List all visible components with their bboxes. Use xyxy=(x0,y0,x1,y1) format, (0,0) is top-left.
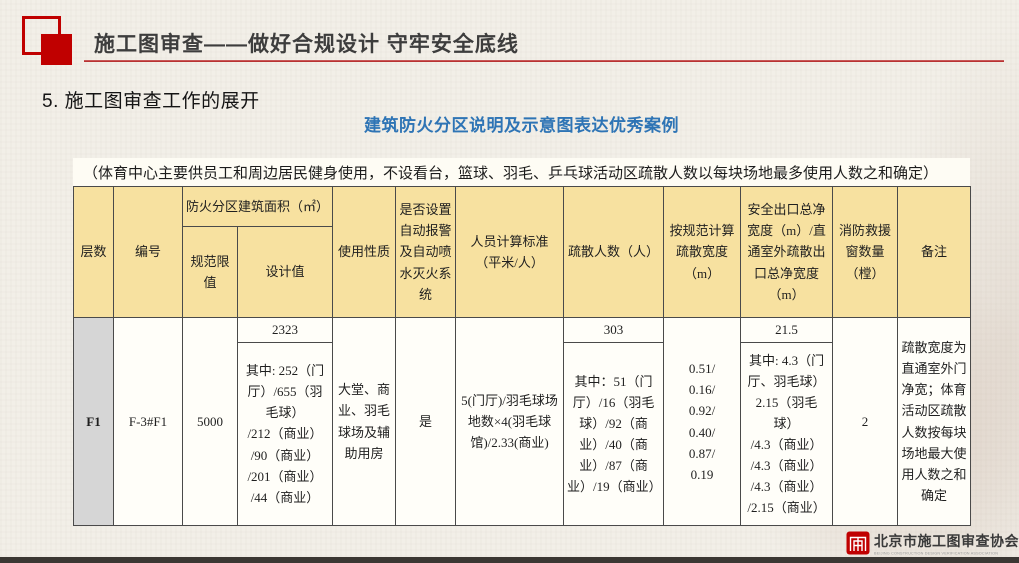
slide-logo-filled-square xyxy=(41,34,72,65)
cell-person-standard: 5(门厅)/羽毛球场地数×4(羽毛球馆)/2.33(商业) xyxy=(455,317,565,526)
col-header-code: 编号 xyxy=(113,186,183,318)
fire-zone-table: 层数 编号 防火分区建筑面积（㎡） 使用性质 是否设置自动报警及自动喷水灭火系统… xyxy=(73,186,972,526)
screen-bottom-bar xyxy=(0,557,1019,563)
col-header-evac-people: 疏散人数（人） xyxy=(563,186,665,318)
col-header-floor: 层数 xyxy=(73,186,114,318)
col-header-rescue-windows: 消防救援窗数量（樘） xyxy=(832,186,899,318)
col-header-usage: 使用性质 xyxy=(332,186,397,318)
col-header-auto-system: 是否设置自动报警及自动喷水灭火系统 xyxy=(395,186,457,318)
cell-code: F-3#F1 xyxy=(113,317,183,526)
table-caption: （体育中心主要供员工和周边居民健身使用，不设看台，篮球、羽毛、乒乓球活动区疏散人… xyxy=(73,158,970,186)
col-header-area-design: 设计值 xyxy=(236,226,334,318)
cell-remark: 疏散宽度为直通室外门净宽；体育活动区疏散人数按每块场地最大使用人数之和确定 xyxy=(897,317,972,526)
cell-evac-width: 0.51/ 0.16/ 0.92/ 0.40/ 0.87/ 0.19 xyxy=(663,317,742,526)
cell-auto-system: 是 xyxy=(395,317,457,526)
cell-floor: F1 xyxy=(73,317,114,526)
col-header-remark: 备注 xyxy=(897,186,972,318)
cell-usage: 大堂、商业、羽毛球场及辅助用房 xyxy=(332,317,397,526)
col-header-evac-width: 按规范计算疏散宽度（m） xyxy=(663,186,742,318)
cell-rescue-windows: 2 xyxy=(832,317,899,526)
slide-header-title: 施工图审查——做好合规设计 守牢安全底线 xyxy=(94,33,519,56)
cell-evac-total: 303 xyxy=(563,317,665,343)
col-header-area-group: 防火分区建筑面积（㎡） xyxy=(181,186,334,227)
header-divider-line xyxy=(84,60,1004,62)
association-footer: 北京市施工图审查协会 BEIJING CONSTRUCTION DESIGN V… xyxy=(846,531,1019,561)
col-header-person-standard: 人员计算标准 （平米/人） xyxy=(455,186,565,318)
col-header-area-limit: 规范限值 xyxy=(182,226,238,318)
cell-area-design-detail: 其中: 252（门厅）/655（羽毛球） /212（商业） /90（商业） /2… xyxy=(236,342,334,526)
association-logo-icon xyxy=(846,531,870,555)
cell-area-design-total: 2323 xyxy=(236,317,334,343)
cell-exit-width-detail: 其中: 4.3（门厅、羽毛球） 2.15（羽毛球） /4.3（商业） /4.3（… xyxy=(740,342,834,526)
table-title: 建筑防火分区说明及示意图表达优秀案例 xyxy=(364,116,679,135)
cell-evac-detail: 其中：51（门厅）/16（羽毛球）/92（商业）/40（商业）/87（商业）/1… xyxy=(563,342,665,526)
association-subtitle: BEIJING CONSTRUCTION DESIGN VERIFICATION… xyxy=(874,551,999,556)
cell-exit-width-total: 21.5 xyxy=(740,317,834,343)
association-name: 北京市施工图审查协会 xyxy=(874,533,1019,549)
col-header-exit-width: 安全出口总净宽度（m）/直通室外疏散出口总净宽度（m） xyxy=(740,186,834,318)
cell-area-limit: 5000 xyxy=(182,317,238,526)
section-title: 5. 施工图审查工作的展开 xyxy=(42,91,260,112)
